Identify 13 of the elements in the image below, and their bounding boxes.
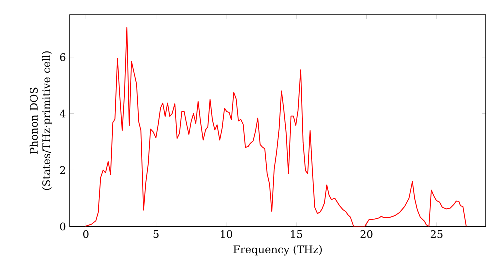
x-tick-label: 10 xyxy=(221,230,232,238)
x-tick-label: 25 xyxy=(430,230,443,238)
x-tick-label: 0 xyxy=(83,230,89,238)
y-tick-label: 0 xyxy=(60,222,66,231)
x-tick-label: 15 xyxy=(291,230,302,238)
x-tick-label: 20 xyxy=(360,230,373,238)
y-tick-label: 2 xyxy=(60,166,66,174)
line-series xyxy=(84,27,467,227)
x-tick-label: 5 xyxy=(154,230,159,238)
y-axis-title: Phonon DOS (States/THz·primitive cell) xyxy=(30,52,52,190)
y-tick-label: 4 xyxy=(60,110,66,118)
x-axis-title: Frequency (THz) xyxy=(234,245,322,256)
y-tick-label: 6 xyxy=(60,53,66,62)
